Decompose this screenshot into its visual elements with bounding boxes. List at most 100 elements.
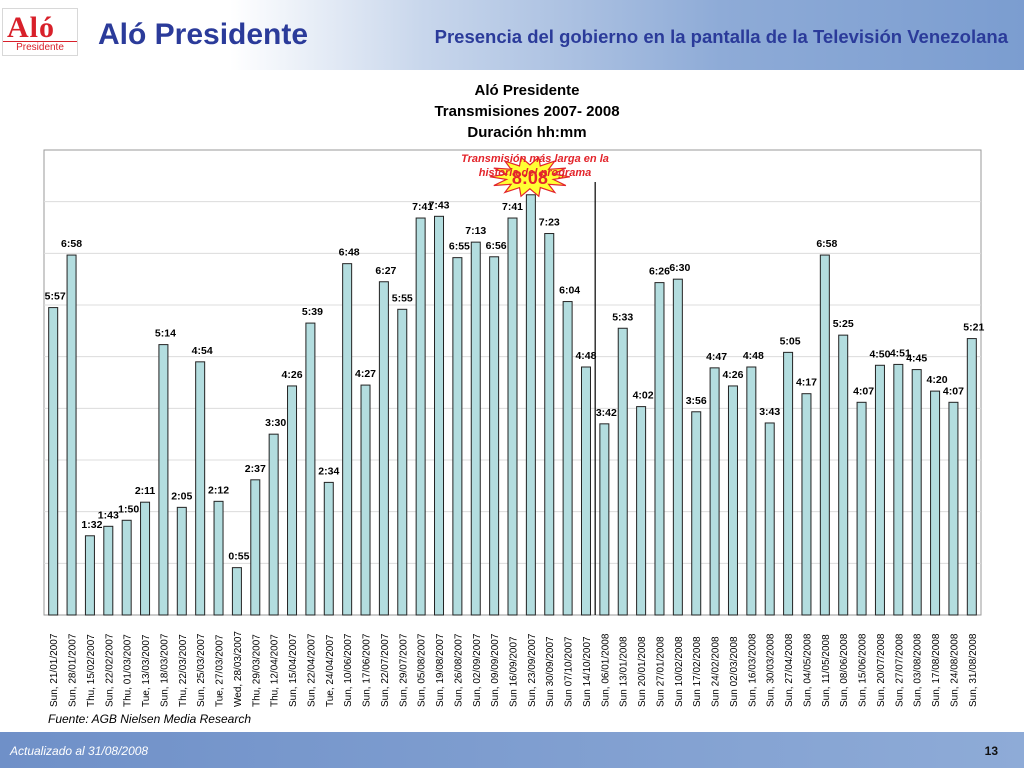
x-tick-label: Sun, 15/06/2008: [858, 633, 869, 707]
x-tick-label: Sun, 21/01/2007: [49, 633, 60, 707]
footer-bar: Actualizado al 31/08/2008 13: [0, 732, 1024, 768]
x-tick-label: Sun, 10/06/2007: [343, 633, 354, 707]
x-tick-label: Sun 10/02/2008: [674, 636, 685, 707]
data-label: 2:12: [208, 484, 229, 496]
x-tick-label: Sun, 06/01/2008: [600, 633, 611, 707]
bar: [305, 322, 316, 616]
bar: [893, 363, 904, 616]
data-label: 4:26: [282, 369, 303, 381]
data-label: 2:34: [318, 465, 339, 477]
bar: [948, 401, 959, 616]
bar: [599, 423, 610, 616]
annotation-line-1: Transmisión más larga en la: [461, 153, 609, 165]
bar: [268, 433, 279, 616]
bar: [66, 254, 77, 616]
bar: [838, 334, 849, 616]
x-tick-label: Sun 24/02/2008: [711, 636, 722, 707]
x-tick-label: Sun 17/02/2008: [692, 636, 703, 707]
bar: [121, 519, 132, 616]
data-label: 1:50: [118, 503, 139, 515]
x-tick-label: Wed, 28/03/2007: [233, 631, 244, 707]
data-label: 2:11: [135, 485, 156, 497]
bar: [103, 525, 114, 616]
x-tick-label: Sun 02/03/2008: [729, 636, 740, 707]
data-label: 4:07: [943, 385, 964, 397]
x-tick-label: Sun 13/01/2008: [619, 636, 630, 707]
data-label: 7:41: [502, 201, 523, 213]
bar: [323, 481, 334, 616]
data-label: 4:47: [706, 351, 727, 363]
data-label: 5:05: [780, 335, 801, 347]
chart-annotation: Transmisión más larga en la historia del…: [440, 152, 630, 180]
x-tick-label: Thu, 12/04/2007: [270, 634, 281, 707]
data-label: 0:55: [228, 551, 249, 563]
x-tick-label: Tue, 24/04/2007: [325, 634, 336, 707]
chart-subtitle: Transmisiones 2007- 2008: [434, 103, 620, 120]
x-tick-label: Thu, 22/03/2007: [178, 634, 189, 707]
data-label: 6:26: [649, 266, 670, 278]
bar: [911, 369, 922, 616]
x-tick-label: Sun, 22/07/2007: [380, 633, 391, 707]
bar: [489, 256, 500, 616]
logo-subtext: Presidente: [3, 41, 77, 54]
x-tick-label: Sun, 15/04/2007: [288, 633, 299, 707]
x-tick-label: Sun, 26/08/2007: [453, 633, 464, 707]
bar: [562, 301, 573, 616]
data-label: 6:58: [61, 238, 82, 250]
bar: [195, 361, 206, 616]
page-number: 13: [984, 744, 998, 758]
annotation-line-2: historia del programa: [478, 167, 592, 179]
x-tick-label: Sun, 16/03/2008: [747, 633, 758, 707]
bar: [966, 338, 977, 616]
data-label: 4:50: [869, 348, 890, 360]
bar: [250, 479, 261, 616]
x-tick-label: Sun, 17/08/2008: [931, 633, 942, 707]
x-tick-label: Sun, 08/06/2008: [839, 633, 850, 707]
x-tick-label: Sun, 09/09/2007: [490, 633, 501, 707]
bar: [470, 241, 481, 616]
bar: [544, 233, 555, 616]
alo-presidente-logo: Aló Presidente: [2, 8, 78, 56]
header-banner: Aló Presidente Aló Presidente Presencia …: [0, 0, 1024, 70]
x-tick-label: Sun, 28/01/2007: [68, 633, 79, 707]
data-label: 4:45: [906, 353, 927, 365]
x-tick-label: Sun, 05/08/2007: [417, 633, 428, 707]
bar: [158, 344, 169, 616]
data-label: 5:39: [302, 306, 323, 318]
bar: [452, 257, 463, 616]
burst-shape: [489, 156, 570, 198]
bar: [819, 254, 830, 616]
bar: [654, 282, 665, 616]
bar: [287, 385, 298, 616]
bar: [636, 406, 647, 616]
bar: [874, 364, 885, 616]
bar: [397, 308, 408, 616]
data-label: 5:55: [392, 292, 413, 304]
bar: [415, 217, 426, 616]
data-label: 4:07: [853, 385, 874, 397]
data-label: 3:56: [686, 395, 707, 407]
data-label: 5:14: [155, 328, 176, 340]
data-label: 1:43: [98, 509, 119, 521]
bar: [231, 567, 242, 616]
x-tick-label: Thu, 29/03/2007: [251, 634, 262, 707]
data-label: 7:41: [412, 201, 433, 213]
data-label: 4:17: [796, 377, 817, 389]
data-label: 3:30: [265, 417, 286, 429]
page-subtitle: Presencia del gobierno en la pantalla de…: [434, 26, 1008, 47]
data-label: 5:21: [963, 322, 984, 334]
data-label: 7:43: [429, 199, 450, 211]
x-tick-label: Tue, 13/03/2007: [141, 634, 152, 707]
x-tick-label: Sun, 23/09/2007: [527, 633, 538, 707]
data-label: 4:51: [890, 347, 911, 359]
x-tick-label: Sun 14/10/2007: [582, 636, 593, 707]
bar: [140, 501, 151, 616]
x-tick-label: Thu, 15/02/2007: [86, 634, 97, 707]
data-label: 3:43: [759, 406, 780, 418]
bar: [727, 385, 738, 616]
bar: [360, 384, 371, 616]
x-tick-label: Sun, 27/07/2008: [894, 633, 905, 707]
data-label: 4:54: [192, 345, 213, 357]
x-tick-label: Sun 30/09/2007: [545, 636, 556, 707]
x-tick-label: Sun, 18/03/2007: [159, 633, 170, 707]
